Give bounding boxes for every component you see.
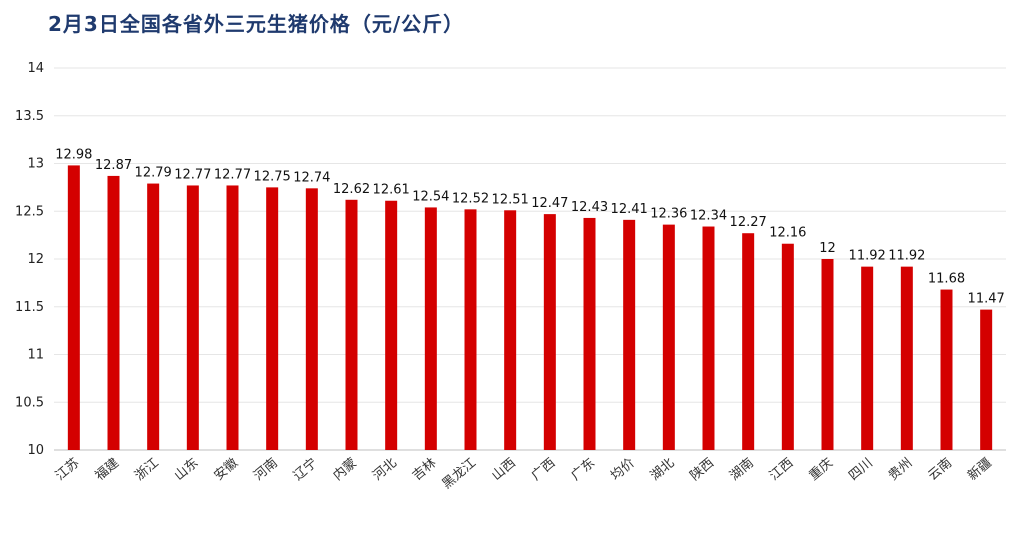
data-label: 11.47 (968, 292, 1005, 307)
bar (623, 219, 636, 450)
x-tick-label: 四川 (846, 456, 876, 484)
x-tick-label: 广西 (529, 456, 559, 484)
bar (385, 200, 398, 450)
y-tick-label: 11.5 (15, 300, 44, 315)
bar (504, 210, 517, 450)
y-axis: 10 10.5 11 11.5 12 12.5 13 13.5 14 (15, 61, 44, 458)
data-label: 12.41 (611, 202, 648, 217)
x-tick-label: 广东 (569, 456, 599, 484)
data-label: 12.34 (690, 209, 727, 224)
y-tick-label: 13.5 (15, 109, 44, 124)
data-label: 12.36 (650, 207, 687, 222)
bars (67, 165, 993, 451)
bar (305, 188, 318, 450)
x-tick-label: 云南 (925, 455, 955, 484)
data-label: 12.16 (769, 226, 806, 241)
x-tick-label: 湖北 (648, 456, 678, 484)
x-axis-labels: 江苏 福建 浙江 山东 安徽 河南 辽宁 内蒙 河北 吉林 黑龙江 山西 广西 广东 均价 湖北 陕西 湖南 江西重… (52, 455, 995, 492)
data-label: 12.77 (174, 167, 211, 182)
data-label: 12.98 (55, 147, 92, 162)
data-label: 11.92 (888, 249, 925, 264)
x-tick-label: 河北 (370, 456, 400, 484)
x-tick-label: 重庆 (806, 455, 836, 484)
data-label: 11.92 (849, 249, 886, 264)
x-tick-label: 内蒙 (330, 455, 360, 484)
y-tick-label: 12.5 (15, 204, 44, 219)
data-label: 11.68 (928, 272, 965, 287)
y-tick-label: 10 (27, 443, 44, 458)
x-tick-label: 山东 (172, 456, 202, 484)
x-tick-label: 辽宁 (290, 455, 320, 484)
x-tick-label: 贵州 (886, 456, 916, 484)
data-label: 12.77 (214, 167, 251, 182)
x-tick-label: 江西 (767, 456, 797, 484)
x-tick-label: 湖南 (727, 455, 757, 484)
x-tick-label: 河南 (251, 455, 281, 484)
data-label: 12.51 (492, 192, 529, 207)
bar (900, 266, 913, 450)
data-label: 12.75 (254, 169, 291, 184)
bar (861, 266, 874, 450)
bar (107, 175, 120, 451)
y-tick-label: 11 (27, 348, 44, 363)
bar (662, 224, 675, 450)
bar (742, 233, 755, 450)
data-label: 12.61 (373, 183, 410, 198)
gridlines (54, 67, 1006, 451)
data-label: 12.62 (333, 182, 370, 197)
bar (345, 199, 358, 450)
chart-title: 2月3日全国各省外三元生猪价格（元/公斤） (48, 12, 465, 36)
data-label: 12.74 (293, 170, 330, 185)
data-label: 12.27 (730, 215, 767, 230)
data-label: 12.52 (452, 191, 489, 206)
bar (266, 187, 279, 450)
data-label: 12.87 (95, 158, 132, 173)
bar (821, 259, 834, 450)
x-tick-label: 安徽 (212, 456, 242, 484)
x-tick-label: 黑龙江 (440, 456, 480, 493)
data-label: 12 (819, 241, 836, 256)
x-tick-label: 江苏 (52, 455, 82, 484)
y-tick-label: 10.5 (15, 395, 44, 410)
bar (980, 309, 993, 450)
x-tick-label: 陕西 (688, 456, 718, 484)
x-tick-label: 均价 (608, 456, 638, 484)
bar (226, 185, 239, 450)
bar (781, 243, 794, 450)
bar (186, 185, 199, 450)
bar (424, 207, 437, 450)
bar (702, 226, 715, 450)
bar (67, 165, 80, 450)
data-label: 12.43 (571, 200, 608, 215)
x-tick-label: 福建 (93, 456, 123, 484)
y-tick-label: 14 (27, 61, 44, 76)
bar (464, 209, 477, 450)
x-tick-label: 吉林 (410, 456, 440, 484)
data-label: 12.79 (135, 166, 172, 181)
data-label: 12.47 (531, 196, 568, 211)
x-tick-label: 浙江 (132, 456, 162, 484)
data-label: 12.54 (412, 189, 449, 204)
x-tick-label: 新疆 (965, 455, 995, 484)
y-tick-label: 13 (27, 157, 44, 172)
x-tick-label: 山西 (489, 456, 519, 484)
y-tick-label: 12 (27, 252, 44, 267)
bar (583, 217, 596, 450)
bar (147, 183, 160, 450)
bar (940, 289, 953, 450)
bar (543, 214, 556, 450)
